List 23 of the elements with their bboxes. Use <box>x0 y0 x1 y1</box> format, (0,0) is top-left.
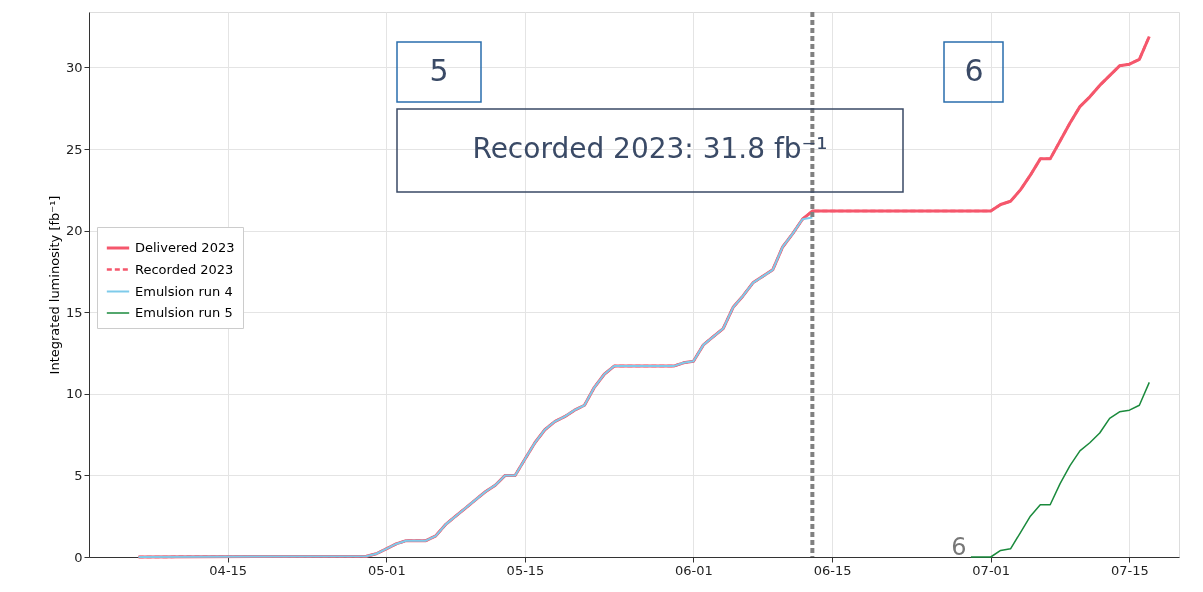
x-tick-label: 07-15 <box>1111 562 1149 578</box>
legend-label: Recorded 2023 <box>135 261 234 277</box>
y-tick-label: 25 <box>65 141 83 157</box>
legend-label: Delivered 2023 <box>135 240 235 255</box>
y-tick-label: 20 <box>65 223 83 239</box>
annotation: 5 <box>429 53 449 88</box>
y-tick-label: 30 <box>65 59 83 75</box>
y-axis-title: Integrated luminosity [fb⁻¹] <box>46 195 62 375</box>
annotation: Recorded 2023: 31.8 fb⁻¹ <box>472 132 828 165</box>
y-tick-label: 0 <box>74 549 83 565</box>
y-tick-label: 5 <box>74 467 83 483</box>
annotation: 6 <box>951 533 967 561</box>
x-tick-label: 07-01 <box>972 562 1011 578</box>
x-tick-label: 05-15 <box>506 562 545 578</box>
y-tick-label: 15 <box>65 304 83 320</box>
legend-label: Emulsion run 4 <box>135 283 233 299</box>
annotation: 6 <box>964 53 984 88</box>
x-tick-label: 06-01 <box>675 562 713 578</box>
x-tick-label: 06-15 <box>813 562 852 578</box>
legend-label: Emulsion run 5 <box>135 305 233 320</box>
y-tick-label: 10 <box>65 386 83 402</box>
x-tick-label: 04-15 <box>209 562 248 578</box>
x-tick-label: 05-01 <box>367 562 406 578</box>
